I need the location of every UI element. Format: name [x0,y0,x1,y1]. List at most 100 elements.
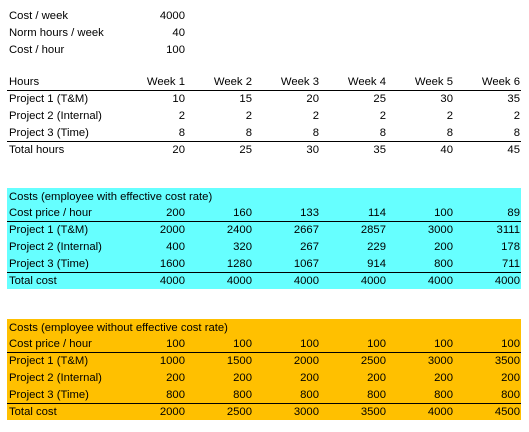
table-cell: 800 [501,389,520,401]
total-cell: 4000 [159,275,185,287]
row-label: Project 3 (Time) [9,258,89,270]
table-cell: 3000 [427,355,453,367]
table-cell: 35 [507,93,520,105]
table-cell: 400 [166,241,185,253]
section-title-row: Costs (employee with effective cost rate… [7,189,521,205]
table-cell: 800 [434,389,453,401]
table-row: Project 2 (Internal) 2 2 2 2 2 2 [7,108,521,124]
row-label: Cost price / hour [9,207,92,219]
total-cell: 30 [306,144,319,156]
row-label: Total cost [9,275,57,287]
cost-price-row: Cost price / hour 200 160 133 114 100 89 [7,205,521,222]
total-cell: 2500 [226,406,252,418]
table-cell: 320 [233,241,252,253]
row-label: Total cost [9,406,57,418]
total-row: Total cost 4000 4000 4000 4000 4000 4000 [7,272,521,289]
table-row: Project 2 (Internal) 400 320 267 229 200… [7,239,521,255]
table-cell: 2 [513,110,520,122]
table-cell: 8 [312,127,319,139]
total-cell: 20 [172,144,185,156]
table-cell: 8 [178,127,185,139]
table-cell: 2000 [159,224,185,236]
table-cell: 100 [367,338,386,350]
table-cell: 1000 [159,355,185,367]
table-cell: 100 [434,207,453,219]
total-cell: 4000 [293,275,319,287]
table-cell: 3000 [427,224,453,236]
table-cell: 100 [233,338,252,350]
table-cell: 3500 [494,355,520,367]
table-cell: 800 [300,389,319,401]
total-cell: 4000 [427,275,453,287]
total-cell: 4500 [494,406,520,418]
param-value: 4000 [159,10,185,22]
table-cell: 2 [446,110,453,122]
table-cell: 1600 [159,258,185,270]
table-cell: 15 [239,93,252,105]
table-cell: 8 [513,127,520,139]
table-row: Project 1 (T&M) 2000 2400 2667 2857 3000… [7,222,521,238]
table-cell: 200 [434,372,453,384]
table-cell: 229 [367,241,386,253]
row-label: Cost price / hour [9,338,92,350]
table-cell: 267 [300,241,319,253]
total-cell: 4000 [226,275,252,287]
param-value: 100 [166,44,185,56]
header-cell: Week 5 [414,76,453,88]
table-cell: 8 [245,127,252,139]
table-cell: 160 [233,207,252,219]
table-cell: 914 [367,258,386,270]
table-cell: 30 [440,93,453,105]
total-cell: 4000 [360,275,386,287]
header-cell: Week 6 [481,76,520,88]
header-cell: Week 2 [213,76,252,88]
table-cell: 1067 [293,258,319,270]
row-label: Project 1 (T&M) [9,93,89,105]
param-label: Norm hours / week [9,27,104,39]
table-cell: 800 [434,258,453,270]
section-title: Costs (employee with effective cost rate… [9,191,213,203]
table-row: Project 2 (Internal) 200 200 200 200 200… [7,370,521,386]
table-cell: 2500 [360,355,386,367]
row-label: Project 3 (Time) [9,389,89,401]
table-cell: 200 [434,241,453,253]
row-label: Project 2 (Internal) [9,241,102,253]
table-row: Project 3 (Time) 1600 1280 1067 914 800 … [7,256,521,272]
table-cell: 2 [178,110,185,122]
total-cell: 2000 [159,406,185,418]
table-row: Project 1 (T&M) 10 15 20 25 30 35 [7,91,521,107]
param-label: Cost / week [9,10,69,22]
table-cell: 100 [300,338,319,350]
param-row: Cost / week 4000 [7,8,521,24]
total-row: Total hours 20 25 30 35 40 45 [7,141,521,158]
table-cell: 1280 [226,258,252,270]
table-cell: 800 [166,389,185,401]
total-cell: 25 [239,144,252,156]
table-cell: 100 [434,338,453,350]
table-cell: 2857 [360,224,386,236]
table-cell: 200 [166,372,185,384]
table-cell: 711 [501,258,520,270]
table-cell: 200 [501,372,520,384]
table-cell: 100 [501,338,520,350]
total-row: Total cost 2000 2500 3000 3500 4000 4500 [7,403,521,420]
header-cell: Week 1 [146,76,185,88]
table-cell: 2 [312,110,319,122]
table-cell: 178 [501,241,520,253]
row-label: Project 2 (Internal) [9,372,102,384]
table-cell: 200 [166,207,185,219]
table-cell: 25 [373,93,386,105]
row-label: Project 3 (Time) [9,127,89,139]
hours-header-row: Hours Week 1 Week 2 Week 3 Week 4 Week 5… [7,74,521,91]
total-cell: 3000 [293,406,319,418]
table-row: Project 3 (Time) 8 8 8 8 8 8 [7,125,521,141]
table-cell: 3111 [496,224,520,236]
table-cell: 2667 [293,224,319,236]
table-cell: 133 [300,207,319,219]
table-cell: 2 [379,110,386,122]
section-title: Costs (employee without effective cost r… [9,322,228,334]
row-label: Project 1 (T&M) [9,224,89,236]
table-cell: 89 [507,207,520,219]
table-cell: 2000 [293,355,319,367]
table-row: Project 3 (Time) 800 800 800 800 800 800 [7,387,521,403]
